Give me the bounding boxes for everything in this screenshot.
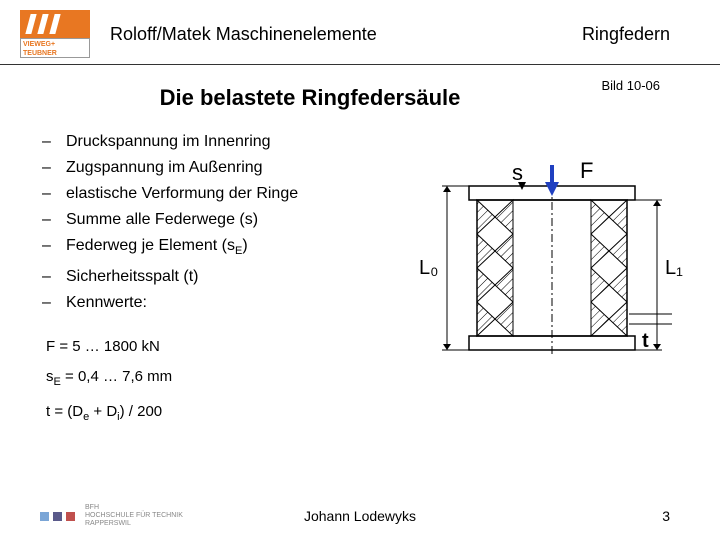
ring-spring-diagram: Fs L₀ L₁ t (402, 160, 702, 390)
page-number: 3 (662, 508, 670, 524)
publisher-logo: VIEWEG+ TEUBNER (20, 10, 90, 58)
list-item: Summe alle Federwege (s) (42, 207, 380, 233)
svg-text:L₁: L₁ (665, 257, 683, 279)
list-item: Kennwerte: (42, 290, 380, 316)
author: Johann Lodewyks (304, 508, 416, 524)
svg-text:F: F (580, 160, 593, 183)
list-item: Sicherheitsspalt (t) (42, 264, 380, 290)
footer: BFH HOCHSCHULE FÜR TECHNIK RAPPERSWIL Jo… (0, 504, 720, 528)
list-item: Federweg je Element (sE) (42, 233, 380, 264)
institution-logo: BFH HOCHSCHULE FÜR TECHNIK RAPPERSWIL (40, 504, 183, 528)
publisher-name-1: VIEWEG+ (23, 41, 55, 48)
list-item: elastische Verformung der Ringe (42, 181, 380, 207)
svg-text:L₀: L₀ (419, 257, 438, 279)
figure-label: Bild 10-06 (601, 78, 660, 93)
bullet-list: Druckspannung im Innenring Zugspannung i… (20, 129, 380, 316)
slide-title: Die belastete Ringfedersäule (130, 85, 490, 111)
chapter-topic: Ringfedern (582, 24, 670, 45)
list-item: Zugspannung im Außenring (42, 155, 380, 181)
list-item: Druckspannung im Innenring (42, 129, 380, 155)
svg-text:t: t (642, 330, 649, 352)
formula-t: t = (De + Di) / 200 (46, 397, 720, 432)
svg-text:s: s (512, 160, 523, 185)
book-title: Roloff/Matek Maschinenelemente (110, 24, 582, 45)
header: VIEWEG+ TEUBNER Roloff/Matek Maschinenel… (0, 0, 720, 65)
publisher-name-2: TEUBNER (23, 50, 57, 57)
